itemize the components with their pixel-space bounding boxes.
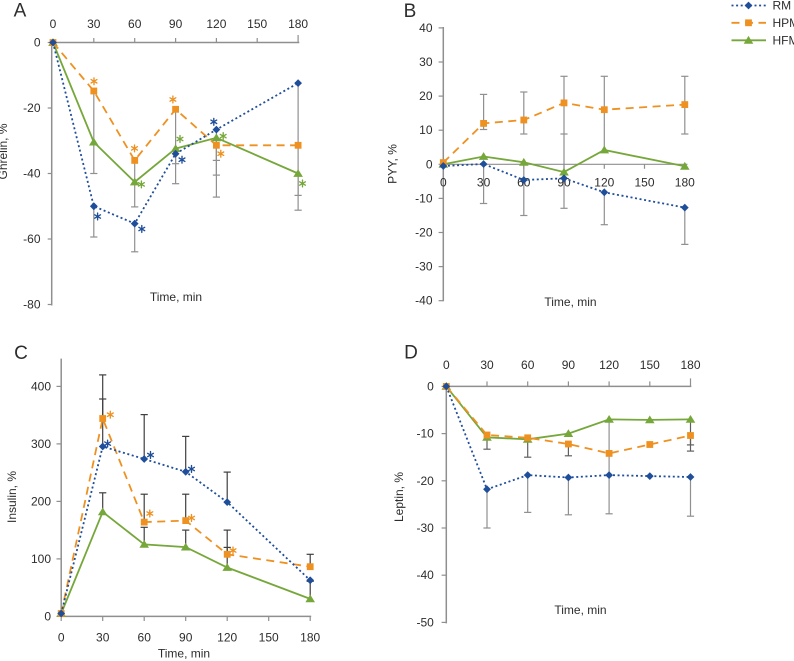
svg-text:-10: -10 (416, 427, 434, 441)
svg-text:60: 60 (521, 358, 535, 372)
svg-text:10: 10 (419, 123, 433, 137)
svg-text:Ghrelin, %: Ghrelin, % (0, 123, 10, 179)
svg-text:0: 0 (443, 358, 450, 372)
svg-text:20: 20 (419, 89, 433, 103)
svg-text:150: 150 (640, 358, 660, 372)
svg-text:D: D (404, 342, 418, 363)
svg-text:30: 30 (87, 17, 101, 31)
svg-text:0: 0 (44, 609, 51, 623)
svg-text:Leptin, %: Leptin, % (392, 472, 406, 522)
svg-text:-40: -40 (416, 568, 434, 582)
svg-text:-20: -20 (416, 474, 434, 488)
svg-text:180: 180 (675, 176, 695, 190)
svg-text:90: 90 (169, 17, 183, 31)
svg-text:150: 150 (634, 176, 654, 190)
svg-text:Time, min: Time, min (544, 295, 596, 309)
svg-text:C: C (14, 343, 28, 364)
svg-text:30: 30 (96, 631, 110, 645)
svg-text:0: 0 (50, 17, 57, 31)
svg-text:-40: -40 (23, 167, 41, 181)
svg-text:200: 200 (31, 494, 51, 508)
svg-text:0: 0 (34, 36, 41, 50)
svg-text:100: 100 (31, 552, 51, 566)
svg-text:60: 60 (138, 631, 152, 645)
svg-text:0: 0 (426, 157, 433, 171)
svg-text:-30: -30 (415, 260, 433, 274)
svg-text:-80: -80 (23, 298, 41, 312)
svg-text:0: 0 (58, 631, 65, 645)
svg-text:Insulin, %: Insulin, % (5, 471, 19, 523)
svg-text:40: 40 (419, 21, 433, 35)
svg-text:120: 120 (206, 17, 226, 31)
svg-text:-20: -20 (23, 101, 41, 115)
svg-text:30: 30 (419, 55, 433, 69)
svg-text:150: 150 (247, 17, 267, 31)
svg-text:-60: -60 (23, 232, 41, 246)
svg-text:90: 90 (179, 631, 193, 645)
svg-text:-50: -50 (416, 615, 434, 629)
svg-text:90: 90 (562, 358, 576, 372)
svg-text:Time, min: Time, min (554, 603, 606, 617)
svg-text:180: 180 (680, 358, 700, 372)
svg-text:PYY, %: PYY, % (386, 144, 400, 184)
svg-text:HFM: HFM (773, 33, 794, 47)
svg-text:120: 120 (594, 176, 614, 190)
svg-text:-30: -30 (416, 521, 434, 535)
svg-text:-40: -40 (415, 294, 433, 308)
svg-text:0: 0 (427, 379, 434, 393)
svg-text:HPM: HPM (773, 16, 794, 30)
svg-text:Time, min: Time, min (150, 290, 202, 304)
svg-text:120: 120 (599, 358, 619, 372)
svg-text:180: 180 (288, 17, 308, 31)
svg-text:A: A (14, 1, 27, 22)
svg-text:150: 150 (259, 631, 279, 645)
svg-text:30: 30 (480, 358, 494, 372)
svg-text:0: 0 (440, 176, 447, 190)
svg-text:400: 400 (31, 379, 51, 393)
svg-text:RM: RM (773, 0, 792, 13)
svg-text:60: 60 (128, 17, 142, 31)
svg-text:300: 300 (31, 437, 51, 451)
svg-text:180: 180 (300, 631, 320, 645)
svg-text:-10: -10 (415, 191, 433, 205)
svg-text:-20: -20 (415, 226, 433, 240)
svg-text:120: 120 (217, 631, 237, 645)
svg-text:Time, min: Time, min (158, 647, 210, 661)
svg-text:B: B (404, 1, 417, 22)
